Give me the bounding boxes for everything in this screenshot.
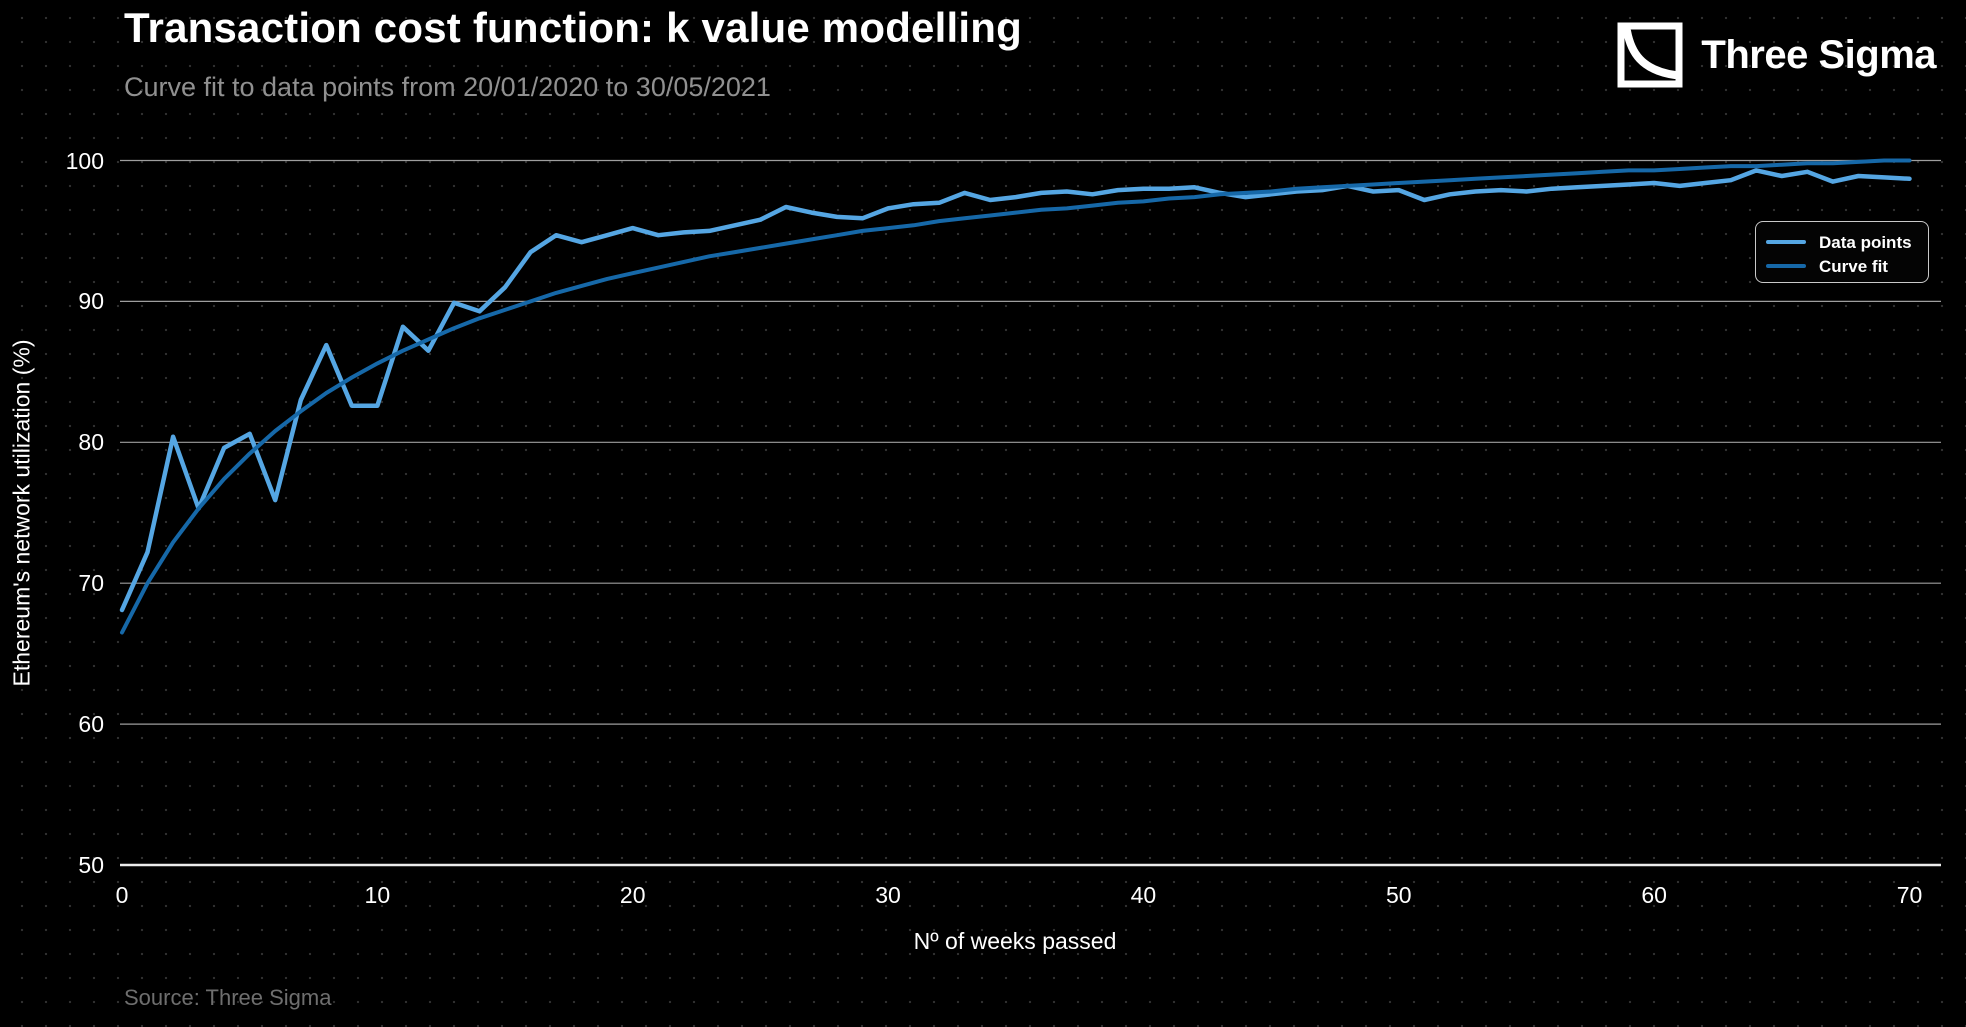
- x-tick-label: 30: [875, 882, 901, 908]
- x-tick-label: 40: [1130, 882, 1157, 908]
- legend-label: Curve fit: [1819, 256, 1888, 276]
- chart-title: Transaction cost function: k value model…: [124, 4, 1022, 51]
- data-points-line: [119, 168, 1912, 613]
- y-tick-label: 70: [78, 570, 104, 597]
- decay-curve-square-icon: [1617, 22, 1683, 88]
- legend-item-data-points: Data points: [1766, 230, 1928, 254]
- source-note: Source: Three Sigma: [124, 985, 332, 1010]
- curve-fit-line-swatch: [1766, 264, 1806, 268]
- y-tick-label: 90: [78, 288, 104, 315]
- legend-label: Data points: [1819, 232, 1912, 252]
- y-tick-label: 60: [78, 711, 104, 738]
- x-tick-label: 70: [1896, 882, 1923, 908]
- brand-name: Three Sigma: [1701, 32, 1936, 77]
- y-axis-title: Ethereum's network utilization (%): [8, 339, 35, 687]
- x-tick-label: 20: [619, 882, 646, 908]
- chart-subtitle: Curve fit to data points from 20/01/2020…: [124, 72, 771, 102]
- x-axis-title: Nº of weeks passed: [913, 928, 1117, 954]
- legend: Data points Curve fit: [1755, 221, 1929, 283]
- x-tick-label: 0: [115, 882, 129, 908]
- brand-logo: Three Sigma: [1617, 22, 1936, 88]
- curve-fit-line: [120, 158, 1912, 635]
- x-tick-label: 50: [1385, 882, 1412, 908]
- data-points-line-swatch: [1766, 240, 1806, 244]
- y-tick-label: 50: [78, 852, 104, 878]
- x-tick-label: 60: [1641, 882, 1667, 908]
- x-tick-label: 10: [364, 882, 391, 908]
- y-tick-label: 80: [78, 429, 104, 456]
- y-tick-label: 100: [65, 147, 104, 174]
- legend-item-curve-fit: Curve fit: [1766, 254, 1928, 278]
